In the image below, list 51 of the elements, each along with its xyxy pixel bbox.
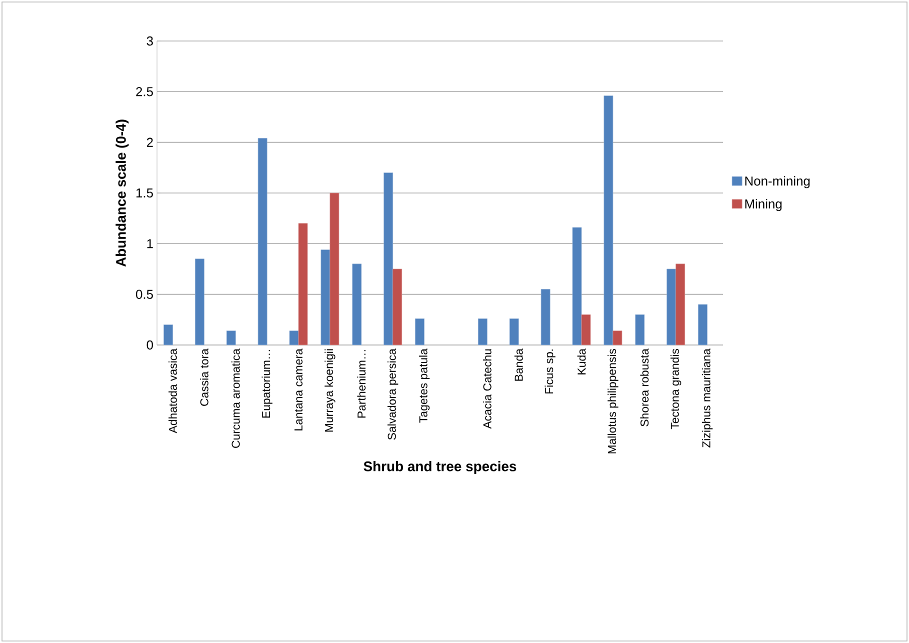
x-tick-label: Cassia tora xyxy=(200,348,208,406)
y-tick-label: 0 xyxy=(146,340,153,350)
y-tick-label: 2 xyxy=(146,138,153,147)
x-tick-label: Ficus sp. xyxy=(544,350,556,394)
bar xyxy=(415,318,424,346)
x-tick-label: Curcuma aromatica xyxy=(231,348,240,448)
y-tick-label: 1.5 xyxy=(136,188,153,198)
x-tick-label: Banda xyxy=(514,348,523,381)
x-tick-label: Lantana camera xyxy=(294,348,303,430)
x-tick-label: Ziziphus mauritiana xyxy=(702,348,713,448)
bar xyxy=(666,268,676,346)
bar xyxy=(226,330,236,346)
bar xyxy=(320,250,330,346)
y-tick-label: 3 xyxy=(146,36,153,46)
legend-label: Mining xyxy=(745,198,782,212)
x-tick-label: Acacia Catechu xyxy=(482,349,492,429)
x-tick-label: Eupatorium… xyxy=(262,350,272,418)
bar xyxy=(164,324,173,346)
y-tick-label: 0.5 xyxy=(136,290,153,299)
bar xyxy=(572,227,582,346)
x-tick-label: Tagetes patula xyxy=(418,348,430,423)
x-tick-label: Kuda xyxy=(577,348,586,374)
x-tick-label: Salvadora persica xyxy=(388,348,398,440)
bar xyxy=(194,258,204,346)
x-axis-title: Shrub and tree species xyxy=(364,461,516,474)
bar xyxy=(330,192,340,346)
bar xyxy=(478,318,488,346)
bar xyxy=(581,314,591,346)
bar xyxy=(298,223,308,346)
y-axis-title: Abundance scale (0-4) xyxy=(116,120,129,267)
bar xyxy=(540,289,550,346)
bar xyxy=(509,318,519,346)
x-tick-label: Shorea robusta xyxy=(640,348,649,426)
bar xyxy=(676,264,686,346)
x-tick-label: Adhatoda vasica xyxy=(168,348,177,434)
y-tick-label: 1 xyxy=(147,239,153,248)
bar xyxy=(698,304,708,346)
x-tick-label: Mallotus philippensis xyxy=(608,348,618,454)
y-tick-label: 2.5 xyxy=(136,87,153,96)
bar xyxy=(635,314,645,346)
bar xyxy=(384,172,394,346)
legend-label: Non-mining xyxy=(745,176,810,188)
x-tick-label: Parthenium… xyxy=(357,350,366,418)
bar xyxy=(258,138,268,346)
bar xyxy=(612,330,622,346)
bar xyxy=(604,96,614,346)
bar xyxy=(392,268,402,346)
x-tick-label: Tectona grandis xyxy=(670,348,682,430)
x-tick-label: Murraya koenigii xyxy=(324,349,336,432)
bar xyxy=(352,264,362,346)
bar xyxy=(289,330,299,346)
